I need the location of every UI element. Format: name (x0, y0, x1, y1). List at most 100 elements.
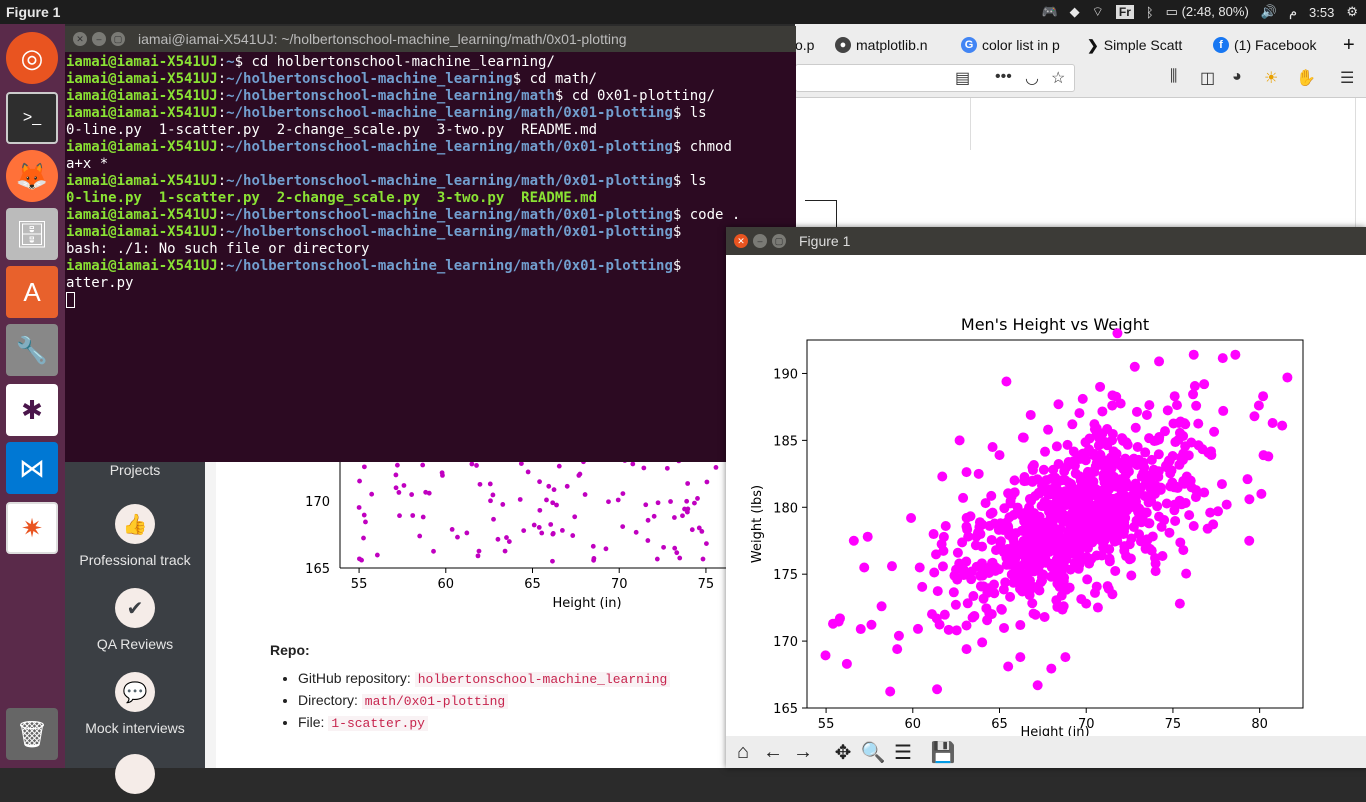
vscode-icon[interactable]: ⋈ (6, 442, 58, 494)
bg-x-tick-label: 65 (524, 577, 541, 592)
dark-mode-toggle-icon[interactable]: ☀ (1264, 70, 1279, 87)
scatter-point (1006, 491, 1017, 502)
bluetooth-device-icon[interactable]: ◆ (1069, 4, 1080, 19)
scatter-point-fill (1205, 507, 1216, 518)
scatter-point-fill (1253, 400, 1264, 411)
scatter-point-fill (1086, 553, 1097, 564)
y-tick-label: 180 (773, 501, 798, 516)
sidebar-item-mock-interviews[interactable]: 💬 Mock interviews (65, 672, 205, 736)
sidebar-item-next[interactable] (65, 754, 205, 802)
scatter-point-fill (1133, 454, 1144, 465)
bg-y-tick-label: 165 (305, 562, 330, 577)
scatter-point (862, 531, 873, 542)
scatter-point-fill (1019, 582, 1030, 593)
slack-icon[interactable]: ✱ (6, 384, 58, 436)
bg-scatter-point (551, 487, 557, 493)
scatter-point-fill (1123, 501, 1134, 512)
menu-icon[interactable]: ☰ (1340, 70, 1355, 87)
maximize-icon[interactable]: ▢ (772, 234, 786, 248)
trash-icon[interactable]: 🗑 (6, 708, 58, 760)
scatter-point-fill (1111, 448, 1122, 459)
scatter-point-fill (1013, 506, 1024, 517)
figure-titlebar[interactable]: ✕ – ▢ Figure 1 (726, 227, 1366, 255)
scatter-point-fill (1171, 481, 1182, 492)
nav-circle-icon (115, 754, 155, 794)
prompt-user: iamai@iamai-X541UJ (66, 54, 218, 70)
clock[interactable]: 3:53 (1309, 4, 1335, 20)
sidebar-item-qa-reviews[interactable]: ✔ QA Reviews (65, 588, 205, 652)
software-center-icon[interactable]: A (6, 266, 58, 318)
zoom-icon[interactable]: 🔍 (860, 741, 886, 764)
close-icon[interactable]: ✕ (73, 32, 87, 46)
scatter-point (1202, 523, 1213, 534)
scatter-point-fill (1023, 537, 1034, 548)
bg-scatter-point (645, 538, 651, 543)
pan-icon[interactable]: ✥ (834, 741, 852, 764)
browser-tab[interactable]: ❯ Simple Scatt (1087, 30, 1197, 60)
sidebar-toggle-icon[interactable]: ◫ (1200, 70, 1216, 87)
bg-scatter-point (361, 535, 366, 541)
scatter-point (987, 507, 998, 518)
sidebar-item-professional-track[interactable]: 👍 Professional track (65, 504, 205, 568)
terminal-icon[interactable]: >_ (6, 92, 58, 144)
save-icon[interactable]: 💾 (930, 741, 956, 764)
browser-tab[interactable]: f (1) Facebook (1213, 30, 1329, 60)
bluetooth-icon[interactable]: ᛒ (1145, 4, 1154, 20)
scatter-point (1218, 405, 1229, 416)
scatter-point-fill (936, 539, 947, 550)
scatter-chart[interactable]: Men's Height vs Weight 55 60 65 70 75 80 165 17… (726, 255, 1366, 736)
back-arrow-icon[interactable]: ← (763, 740, 783, 763)
keyboard-layout-indicator[interactable]: Fr (1115, 5, 1134, 19)
sidebar-item-label: Mock interviews (85, 720, 185, 736)
wifi-icon[interactable]: ⌔ (1091, 4, 1104, 19)
scatter-point (1051, 563, 1062, 574)
new-tab-button[interactable]: + (1343, 33, 1355, 56)
bg-scatter-point (488, 498, 493, 504)
bookmark-star-icon[interactable]: ☆ (1051, 70, 1066, 87)
library-icon[interactable]: ⫼ (1170, 68, 1178, 85)
close-icon[interactable]: ✕ (734, 234, 748, 248)
configure-subplots-icon[interactable]: ☰ (894, 741, 912, 764)
minimize-icon[interactable]: – (753, 234, 767, 248)
minimize-icon[interactable]: – (92, 32, 106, 46)
scatter-point (1091, 423, 1102, 434)
sidebar-item-projects[interactable]: Projects (65, 462, 205, 478)
url-bar[interactable] (795, 64, 1075, 92)
maximize-icon[interactable]: ▢ (111, 32, 125, 46)
terminal-titlebar[interactable]: ✕ – ▢ iamai@iamai-X541UJ: ~/holbertonsch… (65, 26, 796, 52)
volume-icon[interactable]: 🔊 (1260, 4, 1277, 19)
gear-icon[interactable]: ⚙ (1346, 4, 1358, 19)
settings-icon[interactable]: 🔧 (6, 324, 58, 376)
pocket-icon[interactable]: ◡ (1025, 70, 1039, 87)
matplotlib-figure-icon[interactable]: ✷ (6, 502, 58, 554)
scatter-point (994, 450, 1005, 461)
bg-scatter-point (417, 533, 423, 539)
scatter-point-fill (1056, 590, 1067, 601)
firefox-icon[interactable]: 🦊 (6, 150, 58, 202)
files-icon[interactable]: 🗄 (6, 208, 58, 260)
discord-icon[interactable]: 🎮 (1041, 4, 1058, 19)
axis-ticks: 55 60 65 70 75 80 165 170 175 180 185 190 (773, 367, 1268, 732)
scatter-point-fill (1061, 500, 1072, 511)
scatter-point (1221, 499, 1232, 510)
figure-window[interactable]: ✕ – ▢ Figure 1 Men's Height vs Weight 55… (726, 227, 1366, 768)
terminal-output[interactable]: iamai@iamai-X541UJ:~$ cd holbertonschool… (66, 54, 740, 309)
scatter-point (937, 471, 948, 482)
extension-icon[interactable]: ◕ (1232, 68, 1242, 85)
terminal-window[interactable]: ✕ – ▢ iamai@iamai-X541UJ: ~/holbertonsch… (65, 26, 796, 462)
google-favicon-icon: G (961, 37, 977, 53)
prompt-path: ~/holbertonschool-machine_learning/math (226, 88, 555, 104)
scatter-point (1199, 379, 1210, 390)
browser-tab[interactable]: ● matplotlib.n (835, 30, 947, 60)
forward-arrow-icon[interactable]: → (793, 740, 813, 763)
more-actions-icon[interactable]: ••• (995, 68, 1012, 85)
browser-tab[interactable]: o.p (795, 30, 825, 60)
reader-view-icon[interactable]: ▤ (955, 70, 971, 87)
battery-indicator[interactable]: ▭ (2:48, 80%) (1165, 4, 1249, 19)
scatter-point (958, 492, 969, 503)
prompt-separator: : (217, 88, 227, 104)
ubuntu-logo-icon[interactable]: ◎ (6, 32, 58, 84)
home-icon[interactable]: ⌂ (736, 740, 750, 763)
ublock-icon[interactable]: ✋ (1296, 70, 1316, 87)
